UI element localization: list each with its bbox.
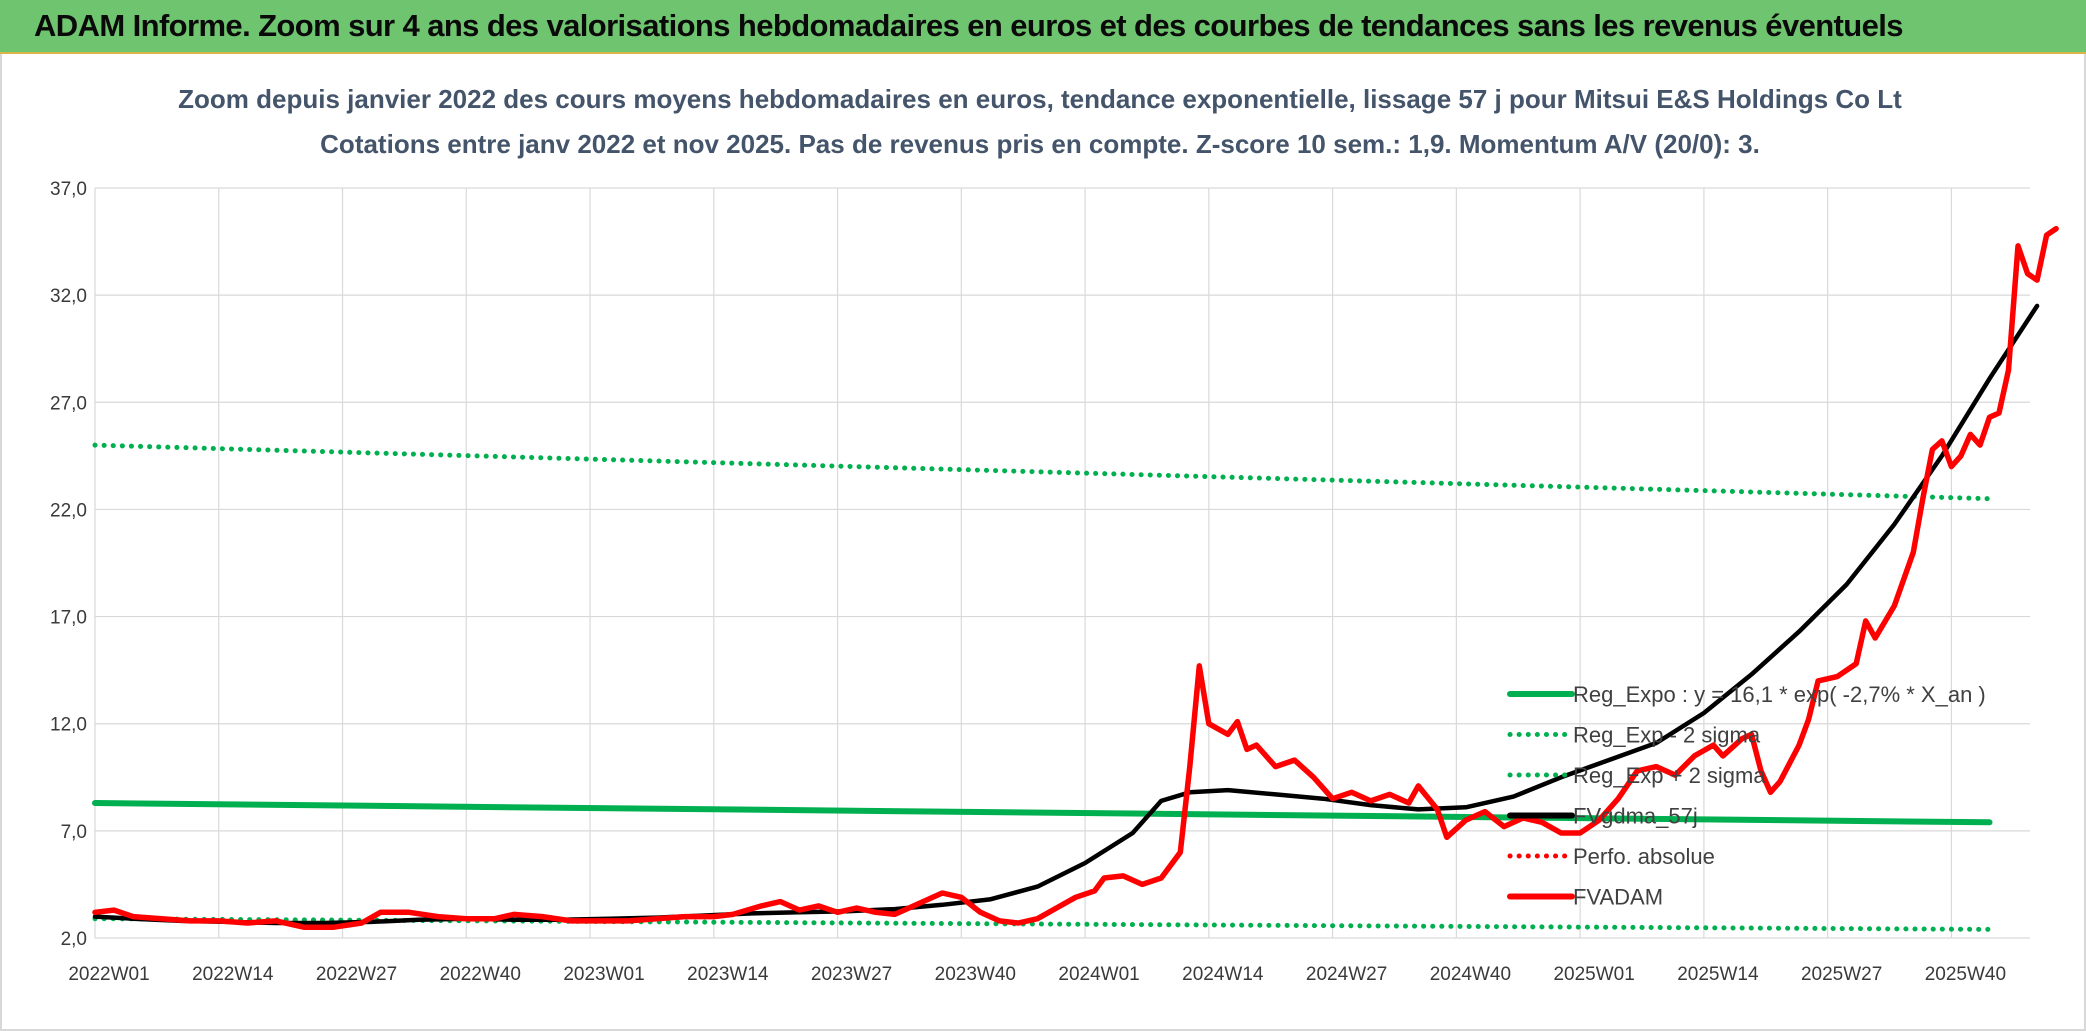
y-tick-label: 37,0 — [50, 179, 87, 200]
y-tick-label: 7,0 — [61, 822, 87, 843]
y-axis: 2,0 7,0 12,0 17,0 22,0 27,0 32,0 37,0 — [50, 179, 87, 950]
x-tick-label: 2023W40 — [935, 964, 1016, 985]
x-tick-label: 2025W27 — [1801, 964, 1882, 985]
x-tick-label: 2023W01 — [563, 964, 644, 985]
series-fvgdma-57j — [92, 303, 2040, 926]
x-tick-label: 2025W40 — [1925, 964, 2006, 985]
chart-frame — [0, 54, 2086, 1031]
x-tick-label: 2024W01 — [1058, 964, 1139, 985]
y-tick-label: 17,0 — [50, 608, 87, 629]
x-tick-label: 2024W27 — [1306, 964, 1387, 985]
x-tick-label: 2022W40 — [440, 964, 521, 985]
legend-label: Reg_Exp + 2 sigma — [1573, 763, 1766, 788]
grid — [94, 187, 2030, 939]
x-tick-label: 2022W27 — [316, 964, 397, 985]
legend-label: Reg_Exp - 2 sigma — [1573, 723, 1761, 748]
legend-label: FVADAM — [1573, 885, 1663, 910]
series-fvadam — [92, 225, 2059, 931]
legend: Reg_Expo : y = 16,1 * exp( -2,7% * X_an … — [1507, 682, 1986, 910]
x-tick-label: 2025W01 — [1553, 964, 1634, 985]
legend-label: Reg_Expo : y = 16,1 * exp( -2,7% * X_an … — [1573, 682, 1986, 707]
series-reg-expo — [92, 800, 1993, 826]
x-tick-label: 2022W14 — [192, 964, 274, 985]
y-tick-label: 2,0 — [61, 929, 87, 950]
x-tick-label: 2022W01 — [68, 964, 149, 985]
chart-subtitle: Cotations entre janv 2022 et nov 2025. P… — [320, 129, 1760, 159]
series-reg-plus-2sigma — [92, 442, 1992, 502]
y-tick-label: 22,0 — [50, 500, 87, 521]
y-tick-label: 27,0 — [50, 393, 87, 414]
y-tick-label: 32,0 — [50, 286, 87, 307]
legend-label: FVgdma_57j — [1573, 804, 1698, 829]
series-reg-minus-2sigma — [92, 916, 1992, 932]
x-tick-label: 2024W14 — [1182, 964, 1264, 985]
y-tick-label: 12,0 — [50, 715, 87, 736]
chart-title: Zoom depuis janvier 2022 des cours moyen… — [178, 84, 1902, 114]
header-bar: ADAM Informe. Zoom sur 4 ans des valoris… — [0, 0, 2086, 54]
legend-label: Perfo. absolue — [1573, 844, 1715, 869]
x-tick-label: 2025W14 — [1677, 964, 1759, 985]
x-tick-label: 2023W14 — [687, 964, 769, 985]
report-title: ADAM Informe. Zoom sur 4 ans des valoris… — [34, 8, 1904, 43]
x-tick-label: 2023W27 — [811, 964, 892, 985]
x-axis: 2022W01 2022W14 2022W27 2022W40 2023W01 2023W… — [68, 964, 2006, 985]
x-tick-label: 2024W40 — [1430, 964, 1511, 985]
series-layer — [92, 225, 2059, 932]
